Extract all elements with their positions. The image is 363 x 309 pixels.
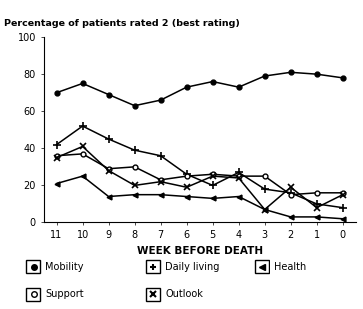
Bar	[26, 260, 40, 273]
Bar	[255, 260, 269, 273]
Bar	[26, 287, 40, 301]
Text: Support: Support	[45, 290, 84, 299]
Text: Health: Health	[274, 262, 306, 272]
Bar	[146, 260, 160, 273]
Text: Daily living: Daily living	[165, 262, 220, 272]
Bar	[146, 287, 160, 301]
Text: Percentage of patients rated 2 (best rating): Percentage of patients rated 2 (best rat…	[4, 19, 240, 28]
Text: Outlook: Outlook	[165, 290, 203, 299]
Text: Mobility: Mobility	[45, 262, 84, 272]
X-axis label: WEEK BEFORE DEATH: WEEK BEFORE DEATH	[136, 246, 263, 256]
